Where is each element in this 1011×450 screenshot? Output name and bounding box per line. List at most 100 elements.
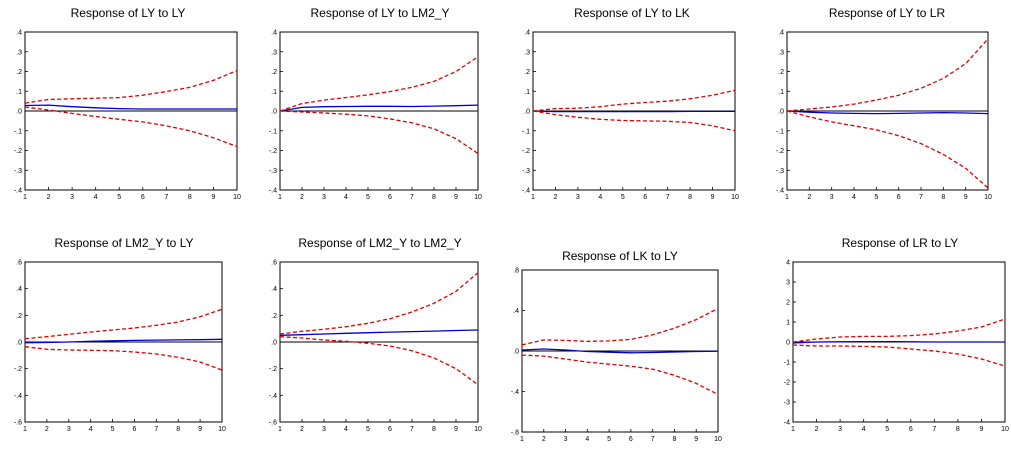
y-tick-label: .1 xyxy=(16,89,22,96)
panel-title: Response of LK to LY xyxy=(562,249,678,263)
x-tick-label: 3 xyxy=(576,194,580,201)
lower-band-line xyxy=(279,336,479,386)
x-tick-label: 10 xyxy=(474,194,482,201)
y-tick-label: 1 xyxy=(786,320,790,327)
y-tick-label: -.3 xyxy=(14,168,22,175)
y-tick-label: -.4 xyxy=(269,188,277,195)
y-tick-label: -.2 xyxy=(776,148,784,155)
y-tick-label: 4 xyxy=(786,260,790,267)
x-tick-label: 5 xyxy=(874,194,878,201)
y-tick-label: 2 xyxy=(786,300,790,307)
x-tick-label: 1 xyxy=(531,194,535,201)
x-tick-label: 2 xyxy=(553,194,557,201)
panel-title: Response of LY to LK xyxy=(574,6,690,20)
y-tick-label: -.4 xyxy=(522,188,530,195)
x-tick-label: 3 xyxy=(564,436,568,443)
x-tick-label: 6 xyxy=(388,426,392,433)
upper-band-line xyxy=(786,38,989,112)
lower-band-line xyxy=(532,110,736,132)
y-tick-label: .4 xyxy=(524,30,530,37)
lower-band-line xyxy=(792,344,1006,367)
lower-band-line xyxy=(521,354,719,396)
x-tick-label: 7 xyxy=(410,426,414,433)
y-tick-label: -.4 xyxy=(14,393,22,400)
upper-band-line xyxy=(279,56,479,112)
x-tick-label: 6 xyxy=(897,194,901,201)
x-tick-label: 4 xyxy=(862,426,866,433)
y-tick-label: .3 xyxy=(16,49,22,56)
y-tick-label: -.2 xyxy=(269,366,277,373)
x-tick-label: 9 xyxy=(454,194,458,201)
y-tick-label: -.2 xyxy=(14,148,22,155)
response-line xyxy=(521,348,719,354)
y-tick-label: -.3 xyxy=(269,168,277,175)
y-tick-label: -.1 xyxy=(776,128,784,135)
x-tick-label: 7 xyxy=(666,194,670,201)
x-tick-label: 9 xyxy=(964,194,968,201)
y-tick-label: .0 xyxy=(271,340,277,347)
x-tick-label: 3 xyxy=(67,426,71,433)
x-tick-label: 10 xyxy=(731,194,739,201)
irf-panel-1: Response of LY to LY .4 .3 .2 .1 .0 -.1 -.2 -.3 -… xyxy=(14,6,241,201)
x-tick-label: 9 xyxy=(198,426,202,433)
x-tick-label: 8 xyxy=(432,194,436,201)
x-tick-label: 1 xyxy=(520,436,524,443)
x-tick-label: 2 xyxy=(542,436,546,443)
y-tick-label: .3 xyxy=(271,49,277,56)
y-tick-label: .6 xyxy=(16,260,22,267)
x-tick-label: 6 xyxy=(132,426,136,433)
x-tick-label: 2 xyxy=(300,194,304,201)
x-tick-label: 5 xyxy=(366,194,370,201)
x-tick-label: 1 xyxy=(278,194,282,201)
x-tick-label: 1 xyxy=(278,426,282,433)
x-tick-label: 8 xyxy=(941,194,945,201)
panel-title: Response of LM2_Y to LY xyxy=(55,236,194,250)
response-line xyxy=(279,329,479,336)
irf-panel-2: Response of LY to LM2_Y .4 .3 .2 .1 .0 -.1 -.2 -… xyxy=(269,6,482,201)
x-tick-label: 5 xyxy=(607,436,611,443)
response-line xyxy=(532,110,735,113)
y-tick-label: -2 xyxy=(784,380,790,387)
response-line xyxy=(786,110,989,115)
x-tick-label: 1 xyxy=(23,194,27,201)
upper-band-line xyxy=(24,69,238,104)
lower-band-line xyxy=(24,346,223,371)
y-tick-label: .2 xyxy=(524,69,530,76)
y-tick-label: .1 xyxy=(778,89,784,96)
y-tick-label: -4 xyxy=(784,420,790,427)
x-tick-label: 2 xyxy=(807,194,811,201)
x-tick-label: 10 xyxy=(714,436,722,443)
x-tick-label: 2 xyxy=(815,426,819,433)
y-tick-label: -.6 xyxy=(14,420,22,427)
y-tick-label: .0 xyxy=(524,109,530,116)
y-tick-label: -.4 xyxy=(776,188,784,195)
y-tick-label: -.1 xyxy=(269,128,277,135)
y-tick-label: -1 xyxy=(784,360,790,367)
x-tick-label: 2 xyxy=(47,194,51,201)
lower-band-line xyxy=(24,106,238,148)
x-tick-label: 3 xyxy=(838,426,842,433)
panel-title: Response of LY to LM2_Y xyxy=(311,6,450,20)
x-tick-label: 5 xyxy=(621,194,625,201)
irf-panel-7: Response of LK to LY .8 .4 .0 -.4 -.81 2 3 4 5 6 7 8… xyxy=(511,249,722,443)
x-tick-label: 7 xyxy=(164,194,168,201)
x-tick-label: 8 xyxy=(688,194,692,201)
y-tick-label: -.1 xyxy=(14,128,22,135)
x-tick-label: 3 xyxy=(830,194,834,201)
x-tick-label: 5 xyxy=(111,426,115,433)
x-tick-label: 6 xyxy=(629,436,633,443)
x-tick-label: 3 xyxy=(70,194,74,201)
y-tick-label: .0 xyxy=(513,349,519,356)
y-tick-label: .4 xyxy=(16,30,22,37)
x-tick-label: 4 xyxy=(598,194,602,201)
y-tick-label: .3 xyxy=(524,49,530,56)
irf-panel-4: Response of LY to LR .4 .3 .2 .1 .0 -.1 -.2 -.3 -… xyxy=(776,6,992,201)
x-tick-label: 10 xyxy=(1001,426,1009,433)
response-line xyxy=(24,338,223,344)
y-tick-label: .4 xyxy=(778,30,784,37)
x-tick-label: 7 xyxy=(154,426,158,433)
x-tick-label: 10 xyxy=(474,426,482,433)
x-tick-label: 4 xyxy=(585,436,589,443)
x-tick-label: 10 xyxy=(984,194,992,201)
panel-title: Response of LY to LY xyxy=(71,6,186,20)
